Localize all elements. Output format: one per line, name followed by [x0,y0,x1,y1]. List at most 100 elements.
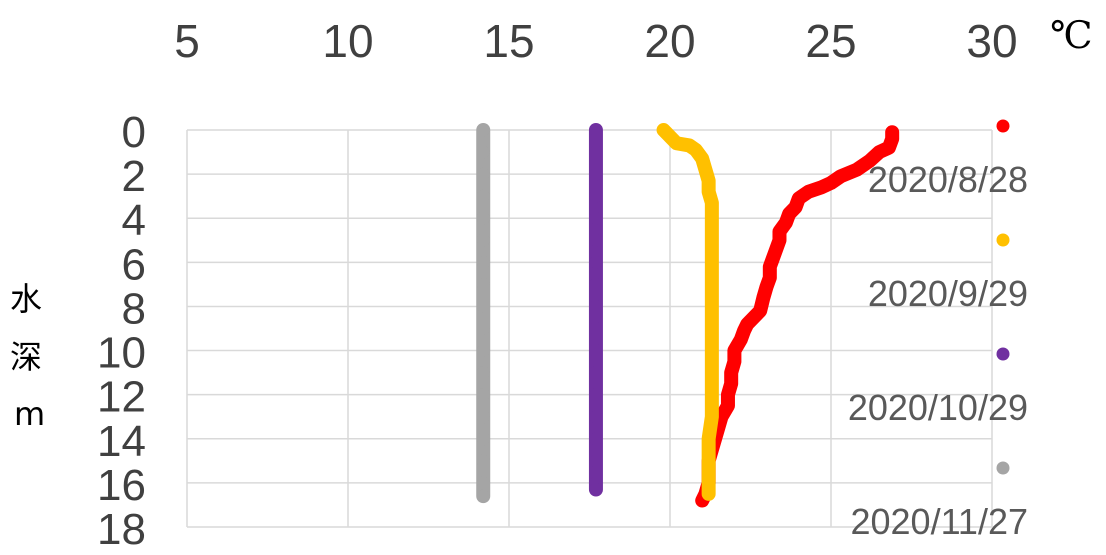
data-point [756,291,770,305]
data-point [476,211,490,225]
x-tick-label: 5 [174,15,200,67]
y-tick-label: 10 [97,329,146,378]
data-point [705,196,719,210]
data-point [724,366,738,380]
data-point [872,145,886,159]
data-point [589,211,603,225]
data-point [589,145,603,159]
legend: 2020/8/28 2020/9/29 2020/10/29 2020/11/27 [848,119,1028,542]
data-series [476,123,900,508]
data-point [589,255,603,269]
data-point [476,189,490,203]
y-axis-label-char-1: 水 [10,280,42,318]
data-point [727,355,741,369]
data-point [476,167,490,181]
data-point [705,211,719,225]
series-2020/9/29 [656,123,719,501]
data-point [476,322,490,335]
legend-marker [996,461,1010,475]
data-point [476,233,490,247]
y-tick-label: 18 [97,505,146,554]
data-point [695,152,709,166]
data-point [589,123,603,137]
legend-label: 2020/8/28 [868,159,1028,200]
data-point [476,299,490,313]
y-axis-label-char-2: 深 [10,338,42,376]
x-tick-label: 10 [322,15,373,67]
data-point [850,163,864,177]
series-trace [695,125,900,508]
data-point [476,489,490,503]
y-tick-label: 16 [97,461,146,510]
data-point [724,377,738,391]
data-point [734,333,748,347]
data-point [705,366,719,380]
data-point [705,344,719,358]
data-point [702,454,716,468]
x-tick-label: 20 [644,15,695,67]
data-point [705,255,719,269]
data-point [702,432,716,446]
data-point [589,277,603,291]
x-tick-label: 25 [805,15,856,67]
data-point [476,454,490,468]
data-point [882,141,896,155]
data-point [589,483,603,497]
data-point [698,163,712,177]
y-tick-label: 8 [122,284,146,333]
data-point [702,174,716,188]
data-point [705,388,719,402]
data-point [476,388,490,402]
data-point [705,277,719,291]
data-point [589,344,603,358]
data-point [476,366,490,380]
data-point [763,260,777,274]
x-tick-label: 15 [483,15,534,67]
data-point [476,277,490,291]
data-point [589,189,603,203]
x-axis-ticks: 5 10 15 20 25 30 [174,15,1017,67]
data-point [702,487,716,501]
y-tick-label: 12 [97,373,146,422]
data-point [589,366,603,380]
x-tick-label: 30 [966,15,1017,67]
data-point [476,145,490,159]
legend-marker [996,119,1010,133]
legend-marker [996,347,1010,361]
data-point [476,255,490,269]
data-point [721,388,735,402]
data-point [669,136,683,150]
data-point [476,476,490,490]
data-point [476,123,490,137]
data-point [702,476,716,490]
data-point [705,299,719,313]
x-axis-unit: ℃ [1050,13,1093,57]
data-point [589,233,603,247]
data-point [705,410,719,424]
data-point [476,344,490,358]
legend-label: 2020/11/27 [850,501,1028,542]
data-point [705,322,719,335]
y-tick-label: 4 [122,196,146,245]
data-point [721,399,735,413]
data-point [760,280,774,294]
data-point [824,176,838,190]
y-tick-label: 6 [122,240,146,289]
legend-marker [996,233,1010,247]
y-axis-label: 水 深 m [10,280,45,433]
data-point [814,180,828,194]
data-point [589,454,603,468]
data-point [801,185,815,199]
data-point [589,167,603,181]
data-point [476,410,490,424]
data-point [589,388,603,402]
data-point [705,233,719,247]
data-point [589,432,603,446]
legend-label: 2020/10/29 [848,387,1028,428]
legend-label: 2020/9/29 [868,273,1028,314]
data-point [589,322,603,335]
data-point [863,154,877,168]
data-point [834,169,848,183]
